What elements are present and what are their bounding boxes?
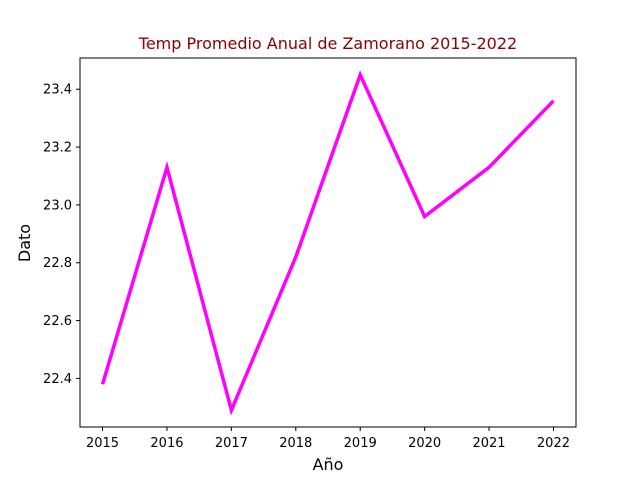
y-tick-label: 22.8 (43, 256, 72, 271)
y-tick-label: 23.4 (43, 83, 72, 98)
x-tick-label: 2022 (537, 436, 570, 451)
x-tick-label: 2018 (279, 436, 312, 451)
plot-area (100, 70, 555, 416)
x-tick-label: 2016 (150, 436, 183, 451)
x-tick-label: 2017 (215, 436, 248, 451)
chart-title: Temp Promedio Anual de Zamorano 2015-202… (138, 34, 517, 53)
x-axis: 2015 2016 2017 2018 2019 2020 2021 2022 (86, 427, 570, 451)
y-tick-label: 22.4 (43, 372, 72, 387)
y-axis: 22.4 22.6 22.8 23.0 23.2 23.4 (43, 83, 80, 387)
y-tick-label: 23.2 (43, 141, 72, 156)
x-tick-label: 2015 (86, 436, 119, 451)
x-axis-label: Año (313, 455, 344, 474)
y-axis-label: Dato (15, 224, 34, 262)
x-tick-label: 2019 (344, 436, 377, 451)
x-tick-label: 2020 (408, 436, 441, 451)
y-tick-label: 23.0 (43, 198, 72, 213)
series-line (100, 70, 555, 416)
y-tick-label: 22.6 (43, 314, 72, 329)
axes-frame (79, 57, 577, 428)
x-tick-label: 2021 (472, 436, 505, 451)
